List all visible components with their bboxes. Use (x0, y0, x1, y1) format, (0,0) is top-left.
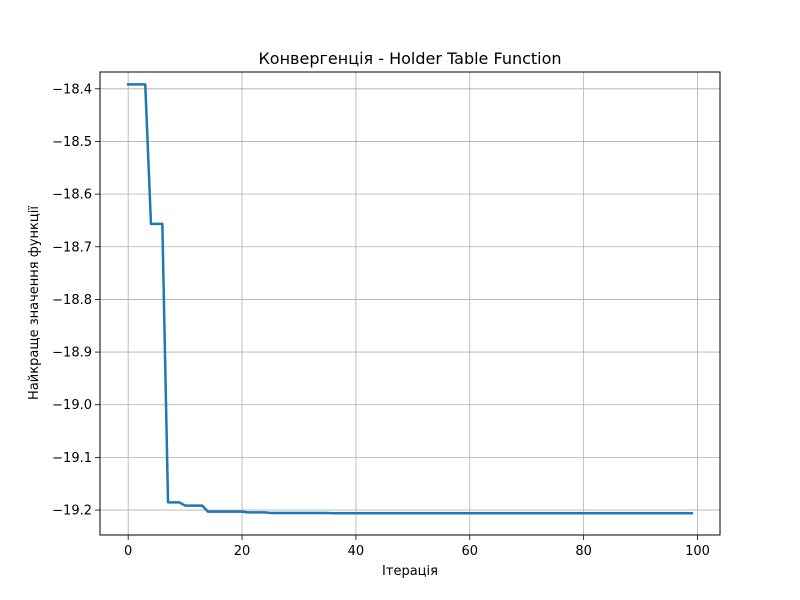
y-tick-label: −18.5 (52, 135, 92, 150)
y-axis-label: Найкраще значення функції (27, 206, 42, 400)
x-tick-label: 0 (124, 544, 132, 559)
chart-title: Конвергенція - Holder Table Function (258, 49, 561, 68)
y-tick-label: −18.9 (52, 346, 92, 361)
grid (100, 72, 720, 535)
x-axis-ticks: 0 20 40 60 80 100 (124, 535, 710, 559)
y-tick-label: −19.2 (52, 504, 92, 519)
x-tick-label: 80 (575, 544, 592, 559)
y-tick-label: −19.0 (52, 398, 92, 413)
y-tick-label: −18.8 (52, 293, 92, 308)
x-tick-label: 60 (462, 544, 479, 559)
y-tick-label: −18.6 (52, 188, 92, 203)
y-axis-ticks: −18.4 −18.5 −18.6 −18.7 −18.8 −18.9 −19.0 −19.1… (52, 82, 100, 519)
y-tick-label: −19.1 (52, 451, 92, 466)
y-tick-label: −18.7 (52, 240, 92, 255)
series-line (126, 83, 694, 515)
plot-frame (99, 71, 721, 536)
x-tick-label: 100 (685, 544, 710, 559)
y-tick-label: −18.4 (52, 82, 92, 97)
series-layer (126, 83, 694, 515)
x-tick-label: 40 (348, 544, 365, 559)
x-axis-label: Ітерація (382, 564, 438, 579)
x-tick-label: 20 (234, 544, 251, 559)
